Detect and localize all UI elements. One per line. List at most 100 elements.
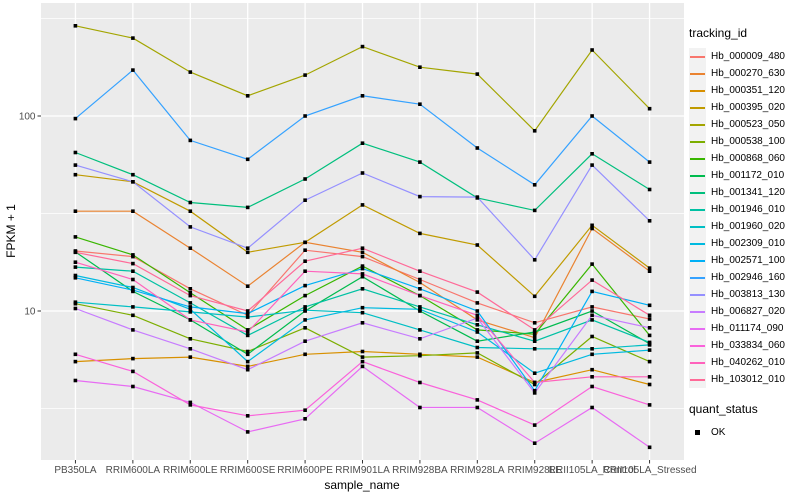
data-point [360,305,365,310]
data-point [73,250,78,255]
data-point [360,355,365,359]
data-point [532,347,537,351]
data-point [303,308,307,312]
data-point [590,309,594,313]
data-point [418,65,422,69]
data-point [360,141,365,145]
legend-label: Hb_000538_100 [711,136,785,147]
x-axis-title: sample_name [324,478,400,492]
legend-label: Hb_002309_010 [711,238,785,249]
data-point [73,352,78,357]
data-point [131,180,135,184]
data-point [418,231,422,236]
data-point [303,248,307,252]
data-point [188,307,193,312]
legend-line-swatch [690,327,705,330]
data-point [590,347,594,351]
legend-line-swatch [690,191,705,194]
data-point [245,430,250,434]
data-point [647,359,652,364]
data-point [245,311,250,316]
data-point [131,384,135,389]
data-point [360,246,365,250]
legend-key-line-icon [689,218,706,235]
data-point [245,250,250,255]
data-point [188,70,193,74]
data-point [131,313,135,318]
data-point [532,332,537,336]
legend-label: Hb_003813_130 [711,289,785,300]
legend-line-swatch [690,276,705,279]
data-point [303,198,307,202]
data-point [475,301,480,305]
legend-key-line-icon [689,354,706,371]
data-point [303,269,307,273]
legend-line-swatch [690,174,705,177]
legend-item-Hb_002571_100: Hb_002571_100 [689,252,799,269]
data-point [73,306,78,311]
black-square-marker-icon [689,424,706,441]
legend-label: Hb_002946_160 [711,272,785,283]
legend-key-line-icon [689,201,706,218]
x-tick-label: RRIM928BA [392,465,448,476]
legend-item-Hb_001946_010: Hb_001946_010 [689,201,799,218]
legend-line-swatch [690,259,705,262]
data-point [475,243,480,247]
data-point [131,209,135,213]
data-point [418,337,422,341]
data-point [647,317,652,321]
data-point [360,274,365,279]
legend-item-Hb_000868_060: Hb_000868_060 [689,150,799,167]
legend-key-line-icon [689,337,706,354]
data-point [418,160,422,164]
data-point [245,246,250,250]
data-point [532,328,537,332]
data-point [418,307,422,312]
data-point [647,187,652,192]
legend-key-line-icon [689,235,706,252]
data-point [188,200,193,205]
legend-key-line-icon [689,320,706,337]
legend-label: Hb_000351_120 [711,85,785,96]
data-point [131,261,135,266]
data-point [418,269,422,273]
data-point [590,48,594,52]
data-point [131,36,135,40]
data-point [188,291,193,295]
legend-label: Hb_006827_020 [711,306,785,317]
data-point [590,367,594,372]
data-point [188,318,193,322]
data-point [303,339,307,343]
legend-line-swatch [690,310,705,313]
quant-status-legend-items: OK [689,424,799,441]
data-point [532,208,537,213]
data-point [475,339,480,343]
axis-ticks [37,115,651,464]
data-point [532,258,537,262]
data-point [647,375,652,379]
x-tick-label: RRIM600PE [277,465,333,476]
data-point [73,235,78,239]
data-point [532,382,537,387]
legend-item-Hb_000009_480: Hb_000009_480 [689,48,799,65]
data-point [360,94,365,98]
data-point [647,266,652,270]
data-point [647,219,652,223]
legend-key-line-icon [689,82,706,99]
legend-line-swatch [690,89,705,92]
legend-item-Hb_001172_010: Hb_001172_010 [689,167,799,184]
legend-key-line-icon [689,99,706,116]
legend-key-line-icon [689,269,706,286]
legend-label: Hb_000523_050 [711,119,785,130]
data-point [303,240,307,245]
data-point [475,195,480,199]
data-point [475,345,480,350]
data-point [418,194,422,199]
legend-item-Hb_000523_050: Hb_000523_050 [689,116,799,133]
legend-item-Hb_000538_100: Hb_000538_100 [689,133,799,150]
data-point [647,313,652,318]
legend-item-Hb_001341_120: Hb_001341_120 [689,184,799,201]
legend-line-swatch [690,225,705,228]
